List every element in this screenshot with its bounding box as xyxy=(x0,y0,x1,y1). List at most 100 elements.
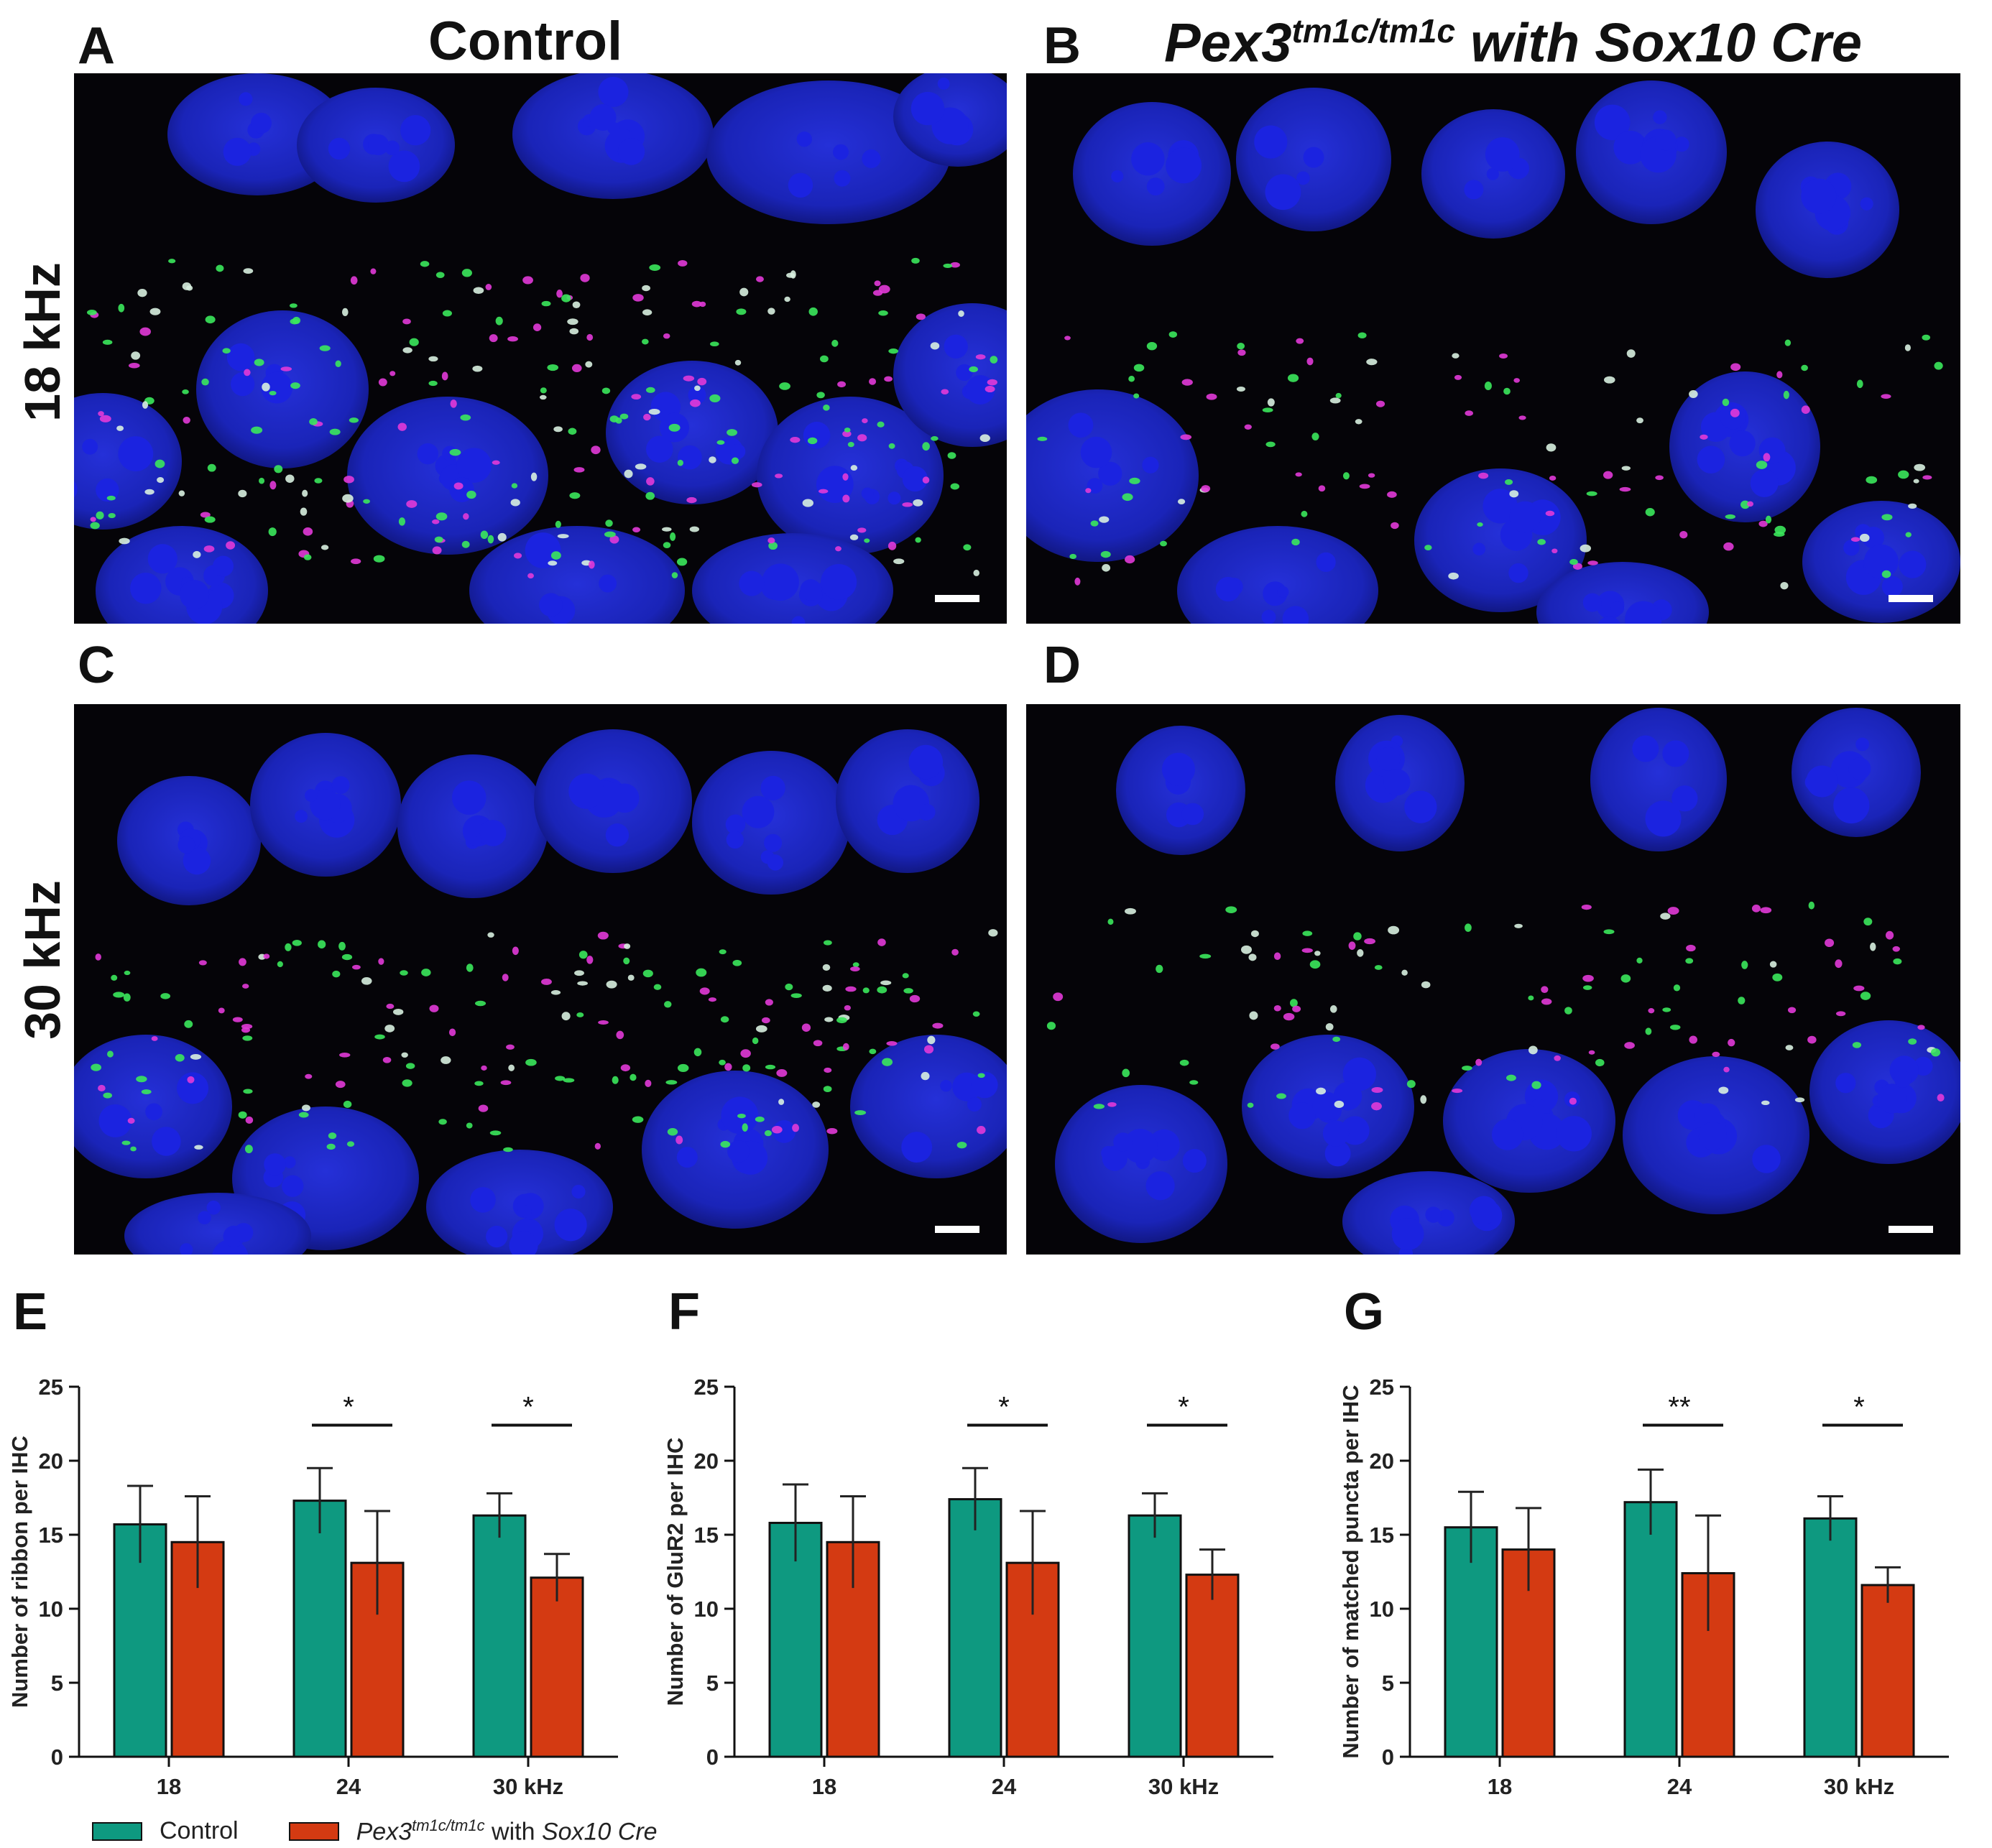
punctum xyxy=(478,1104,489,1112)
nucleolus xyxy=(1277,586,1289,599)
punctum xyxy=(1531,1081,1541,1089)
punctum xyxy=(1914,463,1926,471)
punctum xyxy=(823,405,830,411)
scale-bar xyxy=(935,1226,979,1233)
punctum xyxy=(1514,923,1523,928)
punctum xyxy=(648,408,660,415)
punctum xyxy=(854,1110,867,1116)
punctum xyxy=(1283,1012,1295,1021)
nucleolus xyxy=(1425,1206,1442,1223)
punctum xyxy=(632,294,644,302)
punctum xyxy=(539,394,547,400)
punctum xyxy=(642,285,650,292)
punctum xyxy=(852,962,859,968)
punctum xyxy=(709,456,716,463)
punctum xyxy=(198,960,207,966)
punctum xyxy=(877,938,886,946)
punctum xyxy=(269,481,277,490)
punctum xyxy=(1248,953,1257,961)
punctum xyxy=(555,1076,566,1081)
punctum xyxy=(434,536,443,543)
punctum xyxy=(1541,998,1552,1005)
punctum xyxy=(1866,476,1878,484)
punctum xyxy=(232,1017,243,1022)
nucleolus xyxy=(261,371,293,404)
punctum xyxy=(1669,1025,1681,1030)
punctum xyxy=(1465,410,1473,416)
punctum xyxy=(142,401,149,409)
punctum xyxy=(1776,371,1783,379)
punctum xyxy=(1316,1087,1327,1095)
nucleolus xyxy=(331,776,350,795)
nucleolus xyxy=(1254,125,1288,159)
punctum xyxy=(923,1045,934,1054)
punctum xyxy=(280,366,292,371)
punctum xyxy=(1569,559,1578,565)
punctum xyxy=(778,1099,785,1105)
punctum xyxy=(601,387,611,394)
nuclei xyxy=(1055,708,1960,1255)
punctum xyxy=(909,994,921,1003)
nucleolus xyxy=(887,491,901,505)
punctum xyxy=(1648,1007,1655,1014)
punctum xyxy=(151,1036,158,1041)
punctum xyxy=(573,467,585,473)
punctum xyxy=(1528,995,1534,1001)
punctum xyxy=(466,1122,473,1129)
significance-marker: * xyxy=(343,1392,354,1423)
nucleolus xyxy=(1296,171,1310,185)
punctum xyxy=(1099,516,1110,523)
punctum xyxy=(141,1089,152,1094)
punctum xyxy=(1603,929,1615,935)
punctum xyxy=(864,538,870,543)
punctum xyxy=(328,1132,337,1140)
nucleolus xyxy=(1848,757,1871,780)
nucleolus xyxy=(1894,1071,1912,1088)
punctum xyxy=(1756,461,1768,469)
punctum xyxy=(869,378,877,385)
punctum xyxy=(442,310,452,317)
punctum xyxy=(642,969,653,978)
punctum xyxy=(627,974,635,981)
punctum xyxy=(1314,951,1321,956)
nucleolus xyxy=(295,810,308,823)
punctum xyxy=(605,519,613,527)
punctum xyxy=(662,527,672,532)
punctum xyxy=(144,489,155,495)
punctum xyxy=(303,527,313,536)
punctum xyxy=(1353,932,1362,941)
punctum xyxy=(686,496,697,504)
punctum xyxy=(1626,349,1636,358)
punctum xyxy=(790,270,796,279)
punctum xyxy=(290,382,300,389)
punctum xyxy=(755,1117,765,1122)
punctum xyxy=(1741,961,1748,969)
nucleolus xyxy=(1483,489,1518,524)
punctum xyxy=(1093,1104,1105,1109)
punctum xyxy=(630,1073,637,1081)
nucleolus xyxy=(223,137,252,166)
punctum xyxy=(820,355,829,363)
punctum xyxy=(727,429,737,436)
punctum xyxy=(765,999,773,1006)
punctum xyxy=(877,986,887,994)
nucleolus xyxy=(1671,785,1698,812)
punctum xyxy=(824,1017,834,1022)
punctum xyxy=(548,560,558,566)
punctum xyxy=(588,560,595,569)
punctum xyxy=(1371,1086,1383,1094)
punctum xyxy=(886,1041,898,1046)
punctum xyxy=(238,489,247,498)
punctum xyxy=(812,1101,821,1108)
punctum xyxy=(487,535,494,544)
punctum xyxy=(106,495,116,501)
punctum xyxy=(1582,985,1592,990)
nucleolus xyxy=(834,170,851,187)
legend-swatch-mutant xyxy=(288,1821,339,1841)
punctum xyxy=(136,1076,147,1083)
punctum xyxy=(887,541,897,550)
nucleolus xyxy=(1101,1146,1115,1160)
punctum xyxy=(1807,1035,1817,1044)
punctum xyxy=(1751,905,1761,913)
punctum xyxy=(512,946,519,956)
